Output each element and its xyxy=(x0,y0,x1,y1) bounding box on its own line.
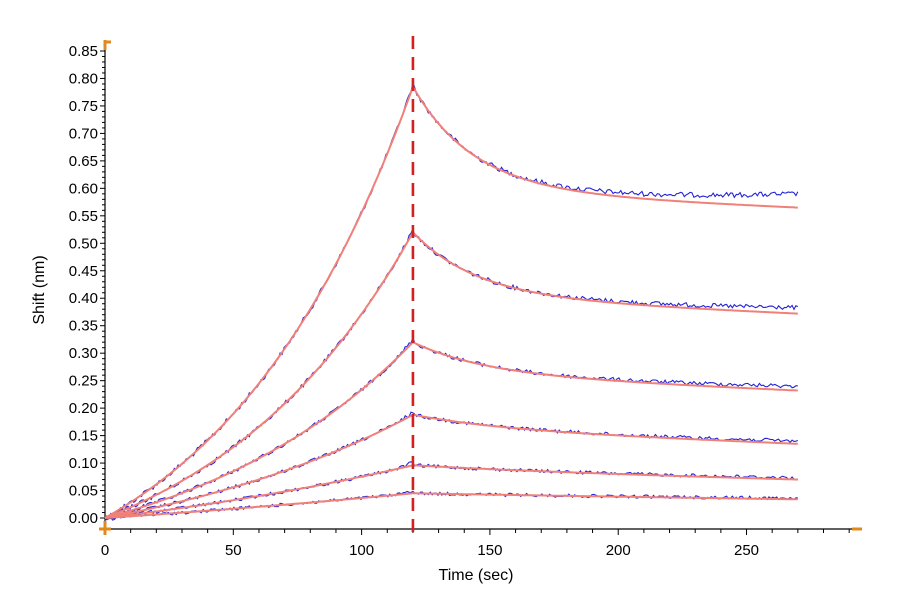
x-tick-label: 150 xyxy=(477,542,502,559)
fit-curve xyxy=(104,84,798,519)
fit-curve xyxy=(104,492,798,519)
y-axis: 0.00 0.05 0.10 0.15 0.20 0.25 0.30 0.35 0.40 0.45… xyxy=(69,43,105,527)
measured-traces xyxy=(104,80,799,521)
y-tick-label: 0.85 xyxy=(69,43,98,60)
fit-curves xyxy=(104,84,798,519)
fit-curve xyxy=(104,464,798,519)
x-tick-label: 0 xyxy=(101,542,109,559)
y-tick-label: 0.60 xyxy=(69,180,98,197)
y-tick-label: 0.75 xyxy=(69,98,98,115)
fit-curve xyxy=(104,230,798,519)
fit-curve xyxy=(104,413,798,519)
y-tick-label: 0.65 xyxy=(69,153,98,170)
x-tick-label: 50 xyxy=(225,542,242,559)
y-tick-label: 0.55 xyxy=(69,208,98,225)
measured-trace xyxy=(104,80,799,521)
y-tick-label: 0.05 xyxy=(69,483,98,500)
y-tick-label: 0.15 xyxy=(69,428,98,445)
x-axis-title: Time (sec) xyxy=(439,567,514,584)
y-tick-label: 0.35 xyxy=(69,318,98,335)
y-tick-label: 0.25 xyxy=(69,373,98,390)
x-tick-label: 200 xyxy=(606,542,631,559)
x-axis: 0 50 100 150 200 250 xyxy=(101,529,850,559)
x-tick-label: 250 xyxy=(734,542,759,559)
axes xyxy=(99,40,862,535)
y-tick-label: 0.20 xyxy=(69,400,98,417)
x-tick-label: 100 xyxy=(349,542,374,559)
measured-trace xyxy=(104,336,798,519)
y-tick-label: 0.00 xyxy=(69,510,98,527)
y-tick-label: 0.40 xyxy=(69,290,98,307)
measured-trace xyxy=(104,490,798,521)
y-tick-label: 0.30 xyxy=(69,345,98,362)
y-tick-label: 0.70 xyxy=(69,125,98,142)
y-axis-title: Shift (nm) xyxy=(31,255,48,324)
y-tick-label: 0.50 xyxy=(69,235,98,252)
y-tick-label: 0.10 xyxy=(69,455,98,472)
measured-trace xyxy=(104,411,798,520)
fit-curve xyxy=(104,340,798,519)
y-tick-label: 0.45 xyxy=(69,263,98,280)
y-tick-label: 0.80 xyxy=(69,70,98,87)
